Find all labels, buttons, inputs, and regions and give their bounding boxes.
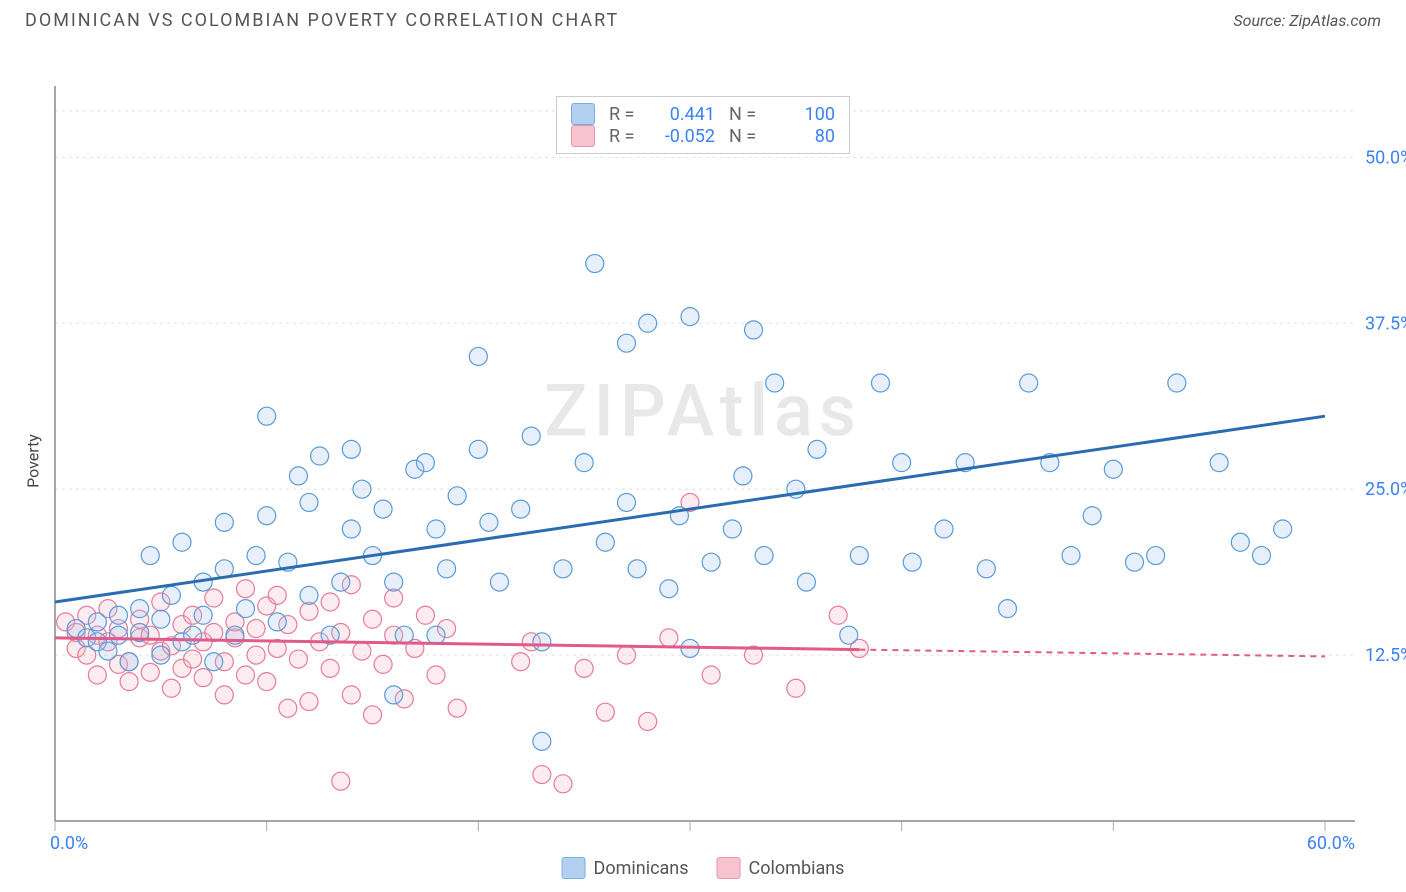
source-prefix: Source: (1233, 11, 1289, 30)
stats-row-b: R = -0.052 N = 80 (571, 125, 835, 147)
legend-swatch-colombians (717, 857, 741, 879)
stats-row-a: R = 0.441 N = 100 (571, 103, 835, 125)
y-axis-label: Poverty (23, 434, 42, 488)
source-label: Source: ZipAtlas.com (1233, 11, 1381, 30)
stats-legend: R = 0.441 N = 100 R = -0.052 N = 80 (556, 96, 850, 154)
svg-text:60.0%: 60.0% (1307, 833, 1355, 854)
scatter-chart: 12.5% 25.0% 37.5% 50.0% 0.0% 60.0% (0, 41, 1406, 881)
svg-text:12.5%: 12.5% (1365, 645, 1406, 666)
chart-title: DOMINICAN VS COLOMBIAN POVERTY CORRELATI… (25, 10, 619, 31)
stat-n-label: N = (729, 126, 761, 147)
stat-n-label: N = (729, 104, 761, 125)
svg-text:0.0%: 0.0% (50, 833, 88, 854)
swatch-colombians (571, 125, 595, 147)
legend-item-a: Dominicans (562, 857, 689, 879)
svg-text:37.5%: 37.5% (1365, 313, 1406, 334)
stat-n-b: 80 (775, 126, 835, 147)
stat-r-a: 0.441 (655, 104, 715, 125)
source-name: ZipAtlas.com (1289, 11, 1381, 30)
legend-label-a: Dominicans (594, 858, 689, 879)
chart-area: Poverty ZIPAtlas 12.5%25.0%37.5%50.0%0.0… (0, 41, 1406, 881)
svg-text:50.0%: 50.0% (1365, 147, 1406, 168)
stat-r-label: R = (609, 104, 641, 125)
swatch-dominicans (571, 103, 595, 125)
bottom-legend: Dominicans Colombians (562, 857, 845, 879)
stat-n-a: 100 (775, 104, 835, 125)
legend-label-b: Colombians (749, 858, 845, 879)
chart-header: DOMINICAN VS COLOMBIAN POVERTY CORRELATI… (0, 0, 1406, 41)
stat-r-b: -0.052 (655, 126, 715, 147)
legend-item-b: Colombians (717, 857, 845, 879)
legend-swatch-dominicans (562, 857, 586, 879)
stat-r-label: R = (609, 126, 641, 147)
svg-text:25.0%: 25.0% (1365, 479, 1406, 500)
